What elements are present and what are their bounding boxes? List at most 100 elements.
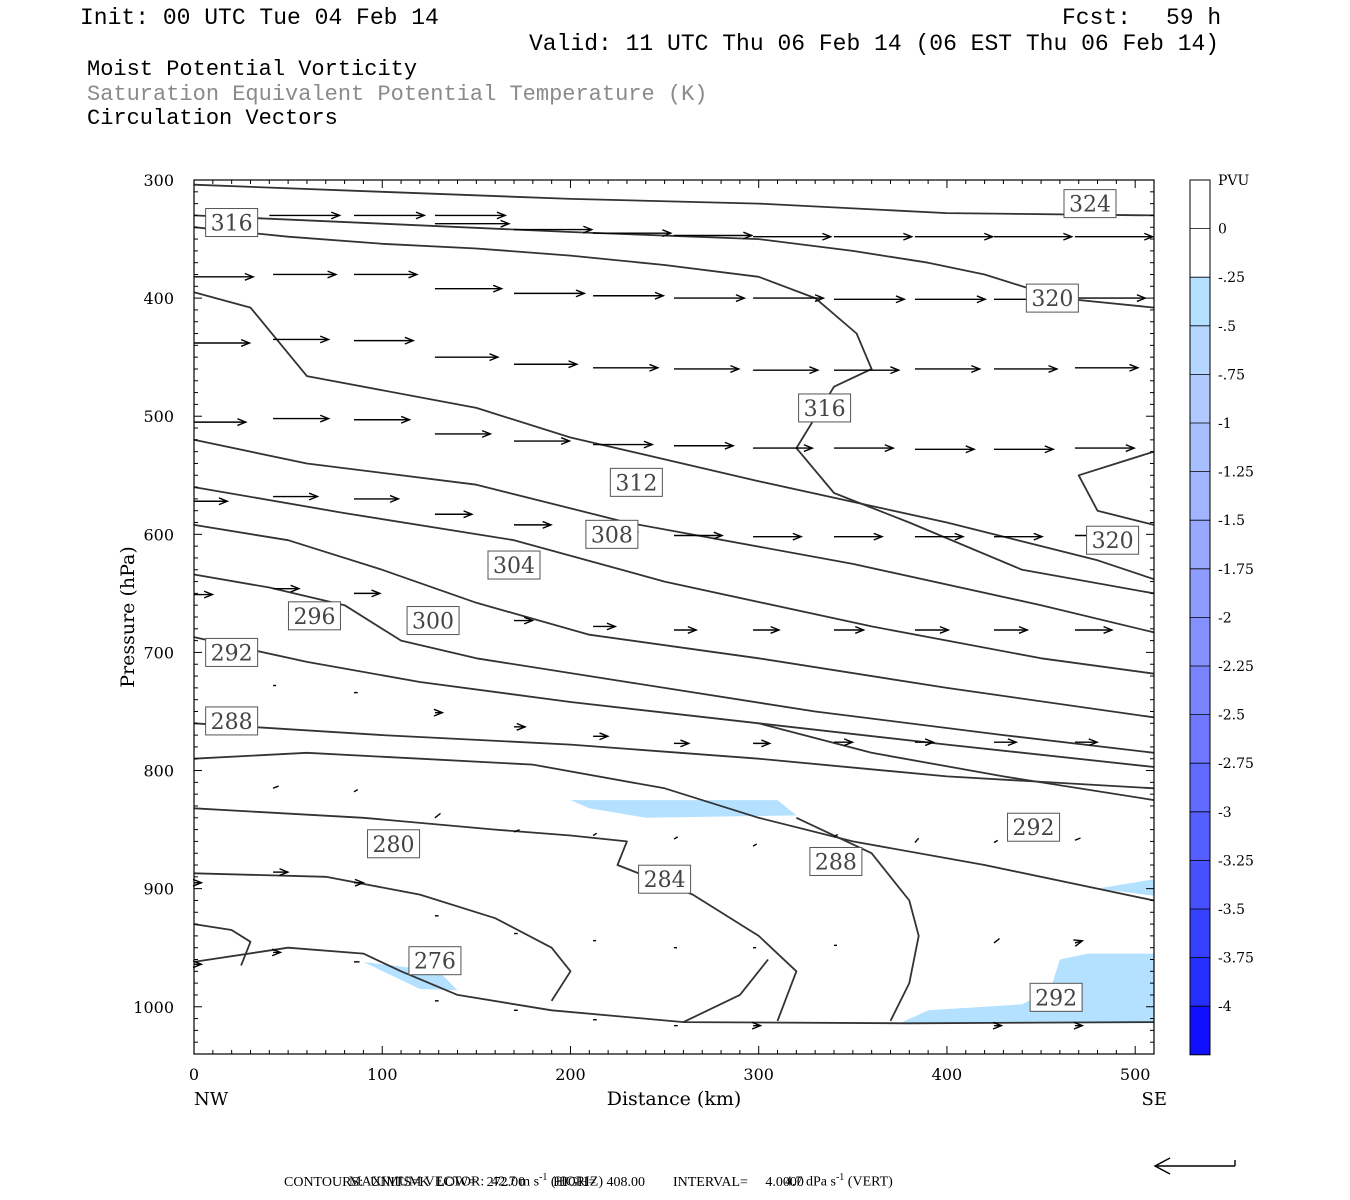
vector-head — [735, 294, 747, 303]
circulation-vector — [753, 232, 833, 241]
circulation-vector — [914, 532, 965, 541]
circulation-vector — [1074, 444, 1137, 453]
colorbar-label: -.75 — [1218, 367, 1245, 383]
circulation-vector — [993, 839, 999, 844]
colorbar-label: -.25 — [1218, 270, 1245, 286]
contour-label-text: 304 — [493, 554, 535, 579]
vector-head — [649, 363, 660, 372]
contour-label: 292 — [205, 637, 259, 667]
circulation-vector — [674, 294, 747, 303]
circulation-vector — [674, 739, 691, 748]
x-tick-label: 500 — [1120, 1065, 1151, 1084]
circulation-vector — [593, 622, 618, 631]
vector-head — [1073, 1021, 1085, 1030]
theta-es-contour — [193, 751, 1155, 902]
max-vector-text: MAXIMUM VECTOR: 42.7 m s — [349, 1174, 540, 1190]
contour-label-box — [205, 706, 259, 736]
circulation-vector — [593, 440, 655, 449]
circulation-vector — [753, 532, 804, 541]
vector-head — [903, 232, 914, 241]
circulation-vector — [674, 231, 754, 240]
colorbar-swatch — [1190, 568, 1210, 618]
circulation-vector — [434, 510, 474, 519]
colorbar-label: 0 — [1218, 222, 1227, 238]
circulation-vector — [513, 829, 520, 833]
circulation-vector — [994, 445, 1056, 454]
circulation-vector — [354, 589, 382, 598]
x-tick-label: 100 — [367, 1065, 398, 1084]
circulation-vector — [674, 531, 724, 540]
contour-label-box — [205, 637, 259, 667]
circulation-vector — [834, 444, 896, 453]
colorbar-swatch — [1190, 180, 1210, 229]
vector-head — [654, 291, 666, 300]
contour-label-box — [1086, 525, 1140, 555]
circulation-vector — [593, 229, 673, 238]
vector-shaft — [513, 829, 520, 833]
colorbar-swatch — [1190, 714, 1210, 764]
vector-shaft — [592, 832, 598, 837]
circulation-vector — [834, 532, 884, 541]
colorbar-label: -1.75 — [1218, 562, 1254, 578]
contour-label-box — [798, 393, 852, 423]
contour-label-text: 316 — [804, 397, 846, 422]
vector-head — [330, 211, 342, 220]
circulation-vector — [834, 738, 855, 747]
vector-head — [404, 336, 416, 345]
axis-ticks — [193, 179, 1155, 1055]
vert-label: (VERT) — [844, 1174, 893, 1190]
circulation-vector — [514, 225, 594, 234]
vector-head — [354, 878, 366, 887]
vector-head — [761, 739, 772, 748]
contour-label: 288 — [205, 706, 259, 736]
contour-label: 316 — [205, 208, 259, 238]
circulation-vector — [434, 284, 504, 293]
vector-head — [724, 441, 736, 450]
contour-label-text: 288 — [815, 850, 857, 875]
circulation-vector — [273, 335, 331, 344]
vector-head — [575, 289, 587, 298]
circulation-vector — [194, 590, 215, 599]
circulation-vector — [1074, 626, 1114, 634]
contour-label-text: 312 — [615, 471, 657, 496]
circulation-vector — [269, 211, 342, 220]
colorbar-swatch — [1190, 325, 1210, 375]
y-tick-labels: 300 400 500 600 700 800 900 1000 — [133, 171, 174, 1017]
circulation-vector — [834, 366, 901, 375]
max-vector-exp: -1 — [539, 1172, 548, 1183]
contour-label-layer: 316 324 320 316 312 308 304 320 296 300 292 288 292 2… — [205, 189, 1140, 1012]
y-tick-label: 1000 — [133, 998, 174, 1017]
colorbar-swatch — [1190, 277, 1210, 326]
y-tick-label: 300 — [143, 171, 174, 190]
colorbar-label: -3.25 — [1218, 853, 1254, 869]
vector-head — [751, 1021, 763, 1030]
contour-label-text: 296 — [293, 605, 335, 630]
vector-head — [290, 584, 301, 593]
vector-head — [1048, 364, 1059, 373]
colorbar-label: -3 — [1218, 805, 1232, 821]
contour-label-text: 276 — [414, 950, 456, 975]
vector-head — [1007, 738, 1019, 747]
theta-es-contour — [193, 807, 798, 1022]
circulation-vector — [593, 732, 610, 741]
contour-label: 304 — [487, 550, 541, 580]
colorbar-swatch — [1190, 1006, 1210, 1055]
vector-head — [542, 520, 553, 529]
circulation-vector — [674, 441, 736, 450]
vector-head — [822, 232, 833, 241]
circulation-vector — [271, 948, 283, 957]
theta-es-contour — [193, 722, 1155, 790]
contour-label-box — [1029, 982, 1083, 1012]
circulation-vector — [674, 626, 699, 634]
vector-head — [408, 270, 419, 279]
circulation-vector — [433, 708, 445, 717]
contour-label: 316 — [798, 393, 852, 423]
circulation-vector — [753, 366, 820, 375]
circulation-vector — [434, 429, 493, 438]
circulation-vector — [994, 626, 1030, 634]
y-tick-label: 900 — [143, 880, 174, 899]
vector-head — [400, 415, 412, 424]
circulation-vector — [434, 812, 441, 819]
circulation-vector — [994, 738, 1019, 747]
vector-head — [192, 878, 204, 887]
